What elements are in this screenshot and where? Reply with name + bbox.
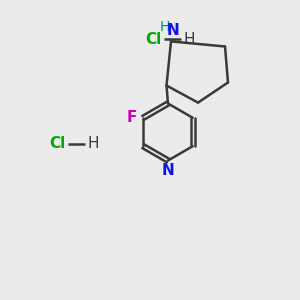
Text: F: F xyxy=(126,110,137,124)
Text: H: H xyxy=(160,20,170,34)
Text: Cl: Cl xyxy=(146,32,162,46)
Text: H: H xyxy=(87,136,98,152)
Text: Cl: Cl xyxy=(50,136,66,152)
Text: N: N xyxy=(166,23,179,38)
Text: N: N xyxy=(162,163,174,178)
Text: H: H xyxy=(183,32,194,46)
